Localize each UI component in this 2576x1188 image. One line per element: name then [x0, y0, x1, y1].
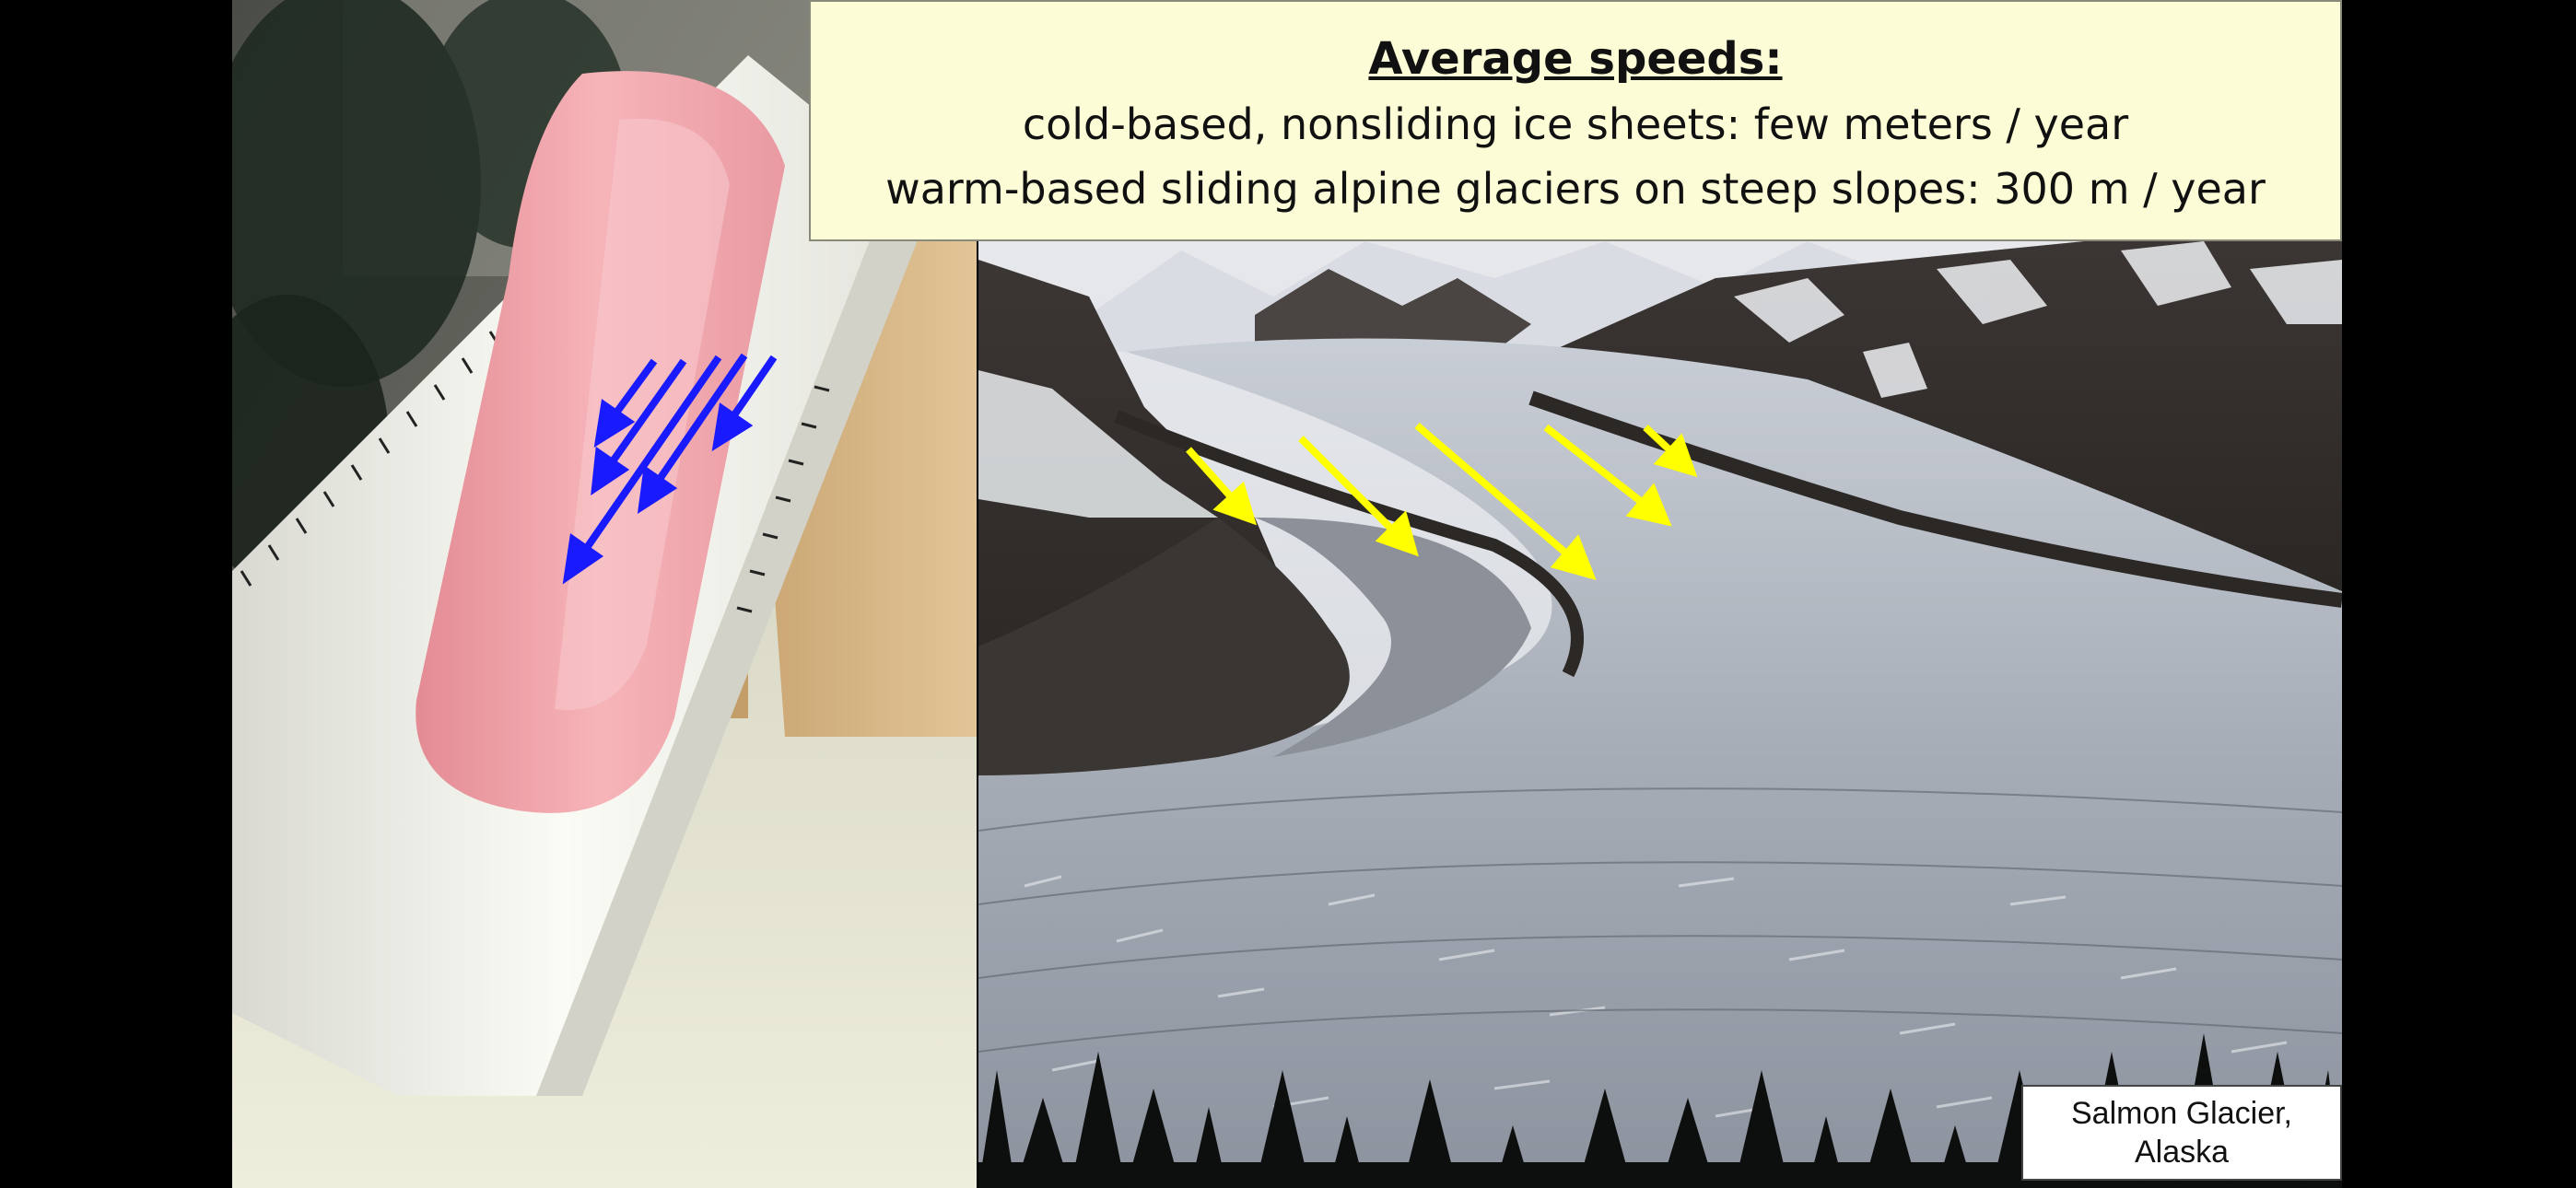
slide-title: Average speeds:: [1368, 33, 1783, 85]
cold-based-speed-line: cold-based, nonsliding ice sheets: few m…: [1022, 99, 2129, 149]
glacier-flow-arrows: [1186, 422, 1698, 580]
photo-caption: Salmon Glacier, Alaska: [2021, 1085, 2342, 1181]
glacier-illustration: [978, 241, 2342, 1188]
caption-line-1: Salmon Glacier,: [2071, 1096, 2292, 1131]
caption-line-2: Alaska: [2134, 1135, 2230, 1170]
demo-flow-arrows: [562, 353, 778, 585]
glacier-photo: [978, 241, 2342, 1188]
warm-based-speed-line: warm-based sliding alpine glaciers on st…: [885, 164, 2266, 214]
speeds-title-box: Average speeds: cold-based, nonsliding i…: [809, 0, 2342, 241]
